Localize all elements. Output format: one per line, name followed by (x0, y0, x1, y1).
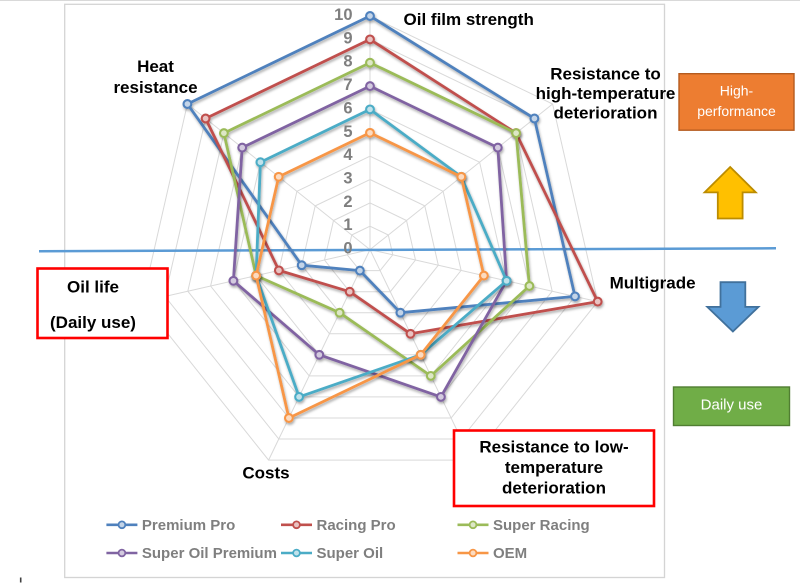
svg-text:Costs: Costs (242, 463, 289, 482)
svg-text:Resistance to low-: Resistance to low- (479, 437, 628, 456)
svg-text:7: 7 (343, 76, 352, 94)
svg-text:9: 9 (343, 29, 352, 47)
svg-text:5: 5 (343, 123, 352, 141)
svg-text:Oil life: Oil life (67, 277, 119, 296)
svg-text:OEM: OEM (493, 545, 527, 562)
svg-text:deterioration: deterioration (554, 104, 658, 123)
svg-text:Daily use: Daily use (701, 397, 763, 414)
svg-text:2: 2 (343, 193, 352, 211)
svg-text:10: 10 (334, 6, 352, 24)
svg-text:8: 8 (343, 53, 352, 71)
svg-text:Super Oil: Super Oil (317, 545, 384, 562)
svg-text:High-: High- (720, 83, 754, 99)
svg-text:Premium Pro: Premium Pro (142, 517, 235, 534)
svg-text:Multigrade: Multigrade (610, 274, 696, 293)
svg-text:high-temperature: high-temperature (536, 84, 676, 103)
svg-text:1: 1 (343, 216, 352, 234)
svg-text:deterioration: deterioration (502, 478, 606, 497)
svg-text:temperature: temperature (505, 458, 603, 477)
svg-text:6: 6 (343, 99, 352, 117)
svg-text:Resistance to: Resistance to (550, 65, 661, 84)
svg-text:performance: performance (697, 103, 776, 119)
svg-text:Super Racing: Super Racing (493, 517, 590, 534)
svg-text:Racing Pro: Racing Pro (317, 517, 396, 534)
svg-text:Heat: Heat (137, 57, 174, 76)
svg-text:(Daily use): (Daily use) (50, 313, 136, 332)
svg-text:4: 4 (343, 146, 353, 164)
svg-text:3: 3 (343, 170, 352, 188)
svg-text:resistance: resistance (113, 78, 197, 97)
svg-text:Super Oil Premium: Super Oil Premium (142, 545, 277, 562)
svg-text:Oil film strength: Oil film strength (404, 10, 534, 29)
svg-text:0: 0 (343, 240, 352, 258)
